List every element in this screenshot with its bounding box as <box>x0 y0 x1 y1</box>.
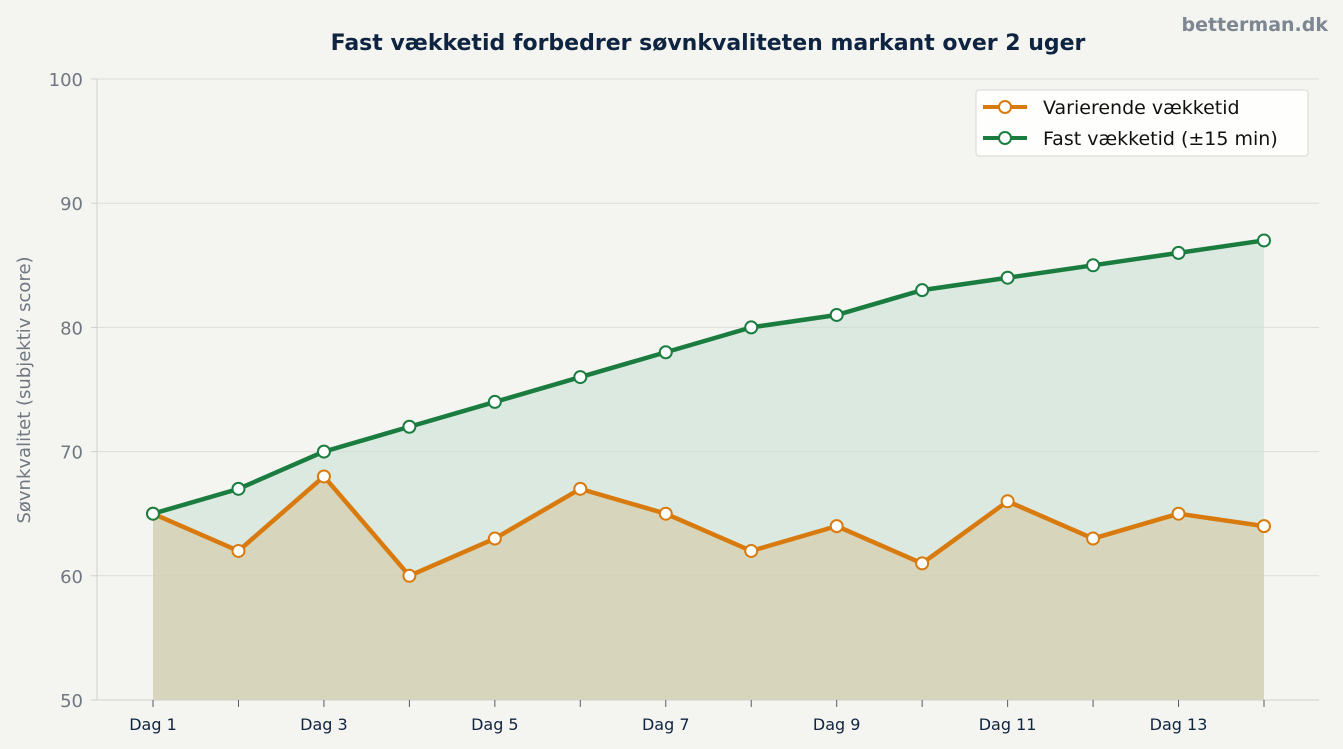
line-series-1 <box>150 474 1267 579</box>
area-layer <box>153 240 1264 700</box>
data-point-series-2 <box>1171 245 1186 260</box>
axis-layer: 50 60 70 80 90 100 Dag 1 Dag 3 Dag 5 Dag 7 Dag 9 Da… <box>49 70 1319 734</box>
data-point-series-2 <box>146 506 160 521</box>
data-point-series-2 <box>231 481 246 496</box>
data-point-series-1 <box>1000 494 1015 509</box>
data-point-series-1 <box>316 469 331 484</box>
label-layer: Fast vækketid forbedrer søvnkvaliteten m… <box>14 14 1328 524</box>
data-point-series-1 <box>1171 506 1186 521</box>
data-point-series-2 <box>1257 233 1271 248</box>
line-series-2 <box>150 238 1267 516</box>
data-point-series-2 <box>316 444 331 459</box>
data-point-series-1 <box>915 556 930 571</box>
x-tick-label: Dag 13 <box>1150 715 1208 734</box>
y-tick-label-80: 80 <box>60 318 83 339</box>
line-layer <box>150 238 1267 579</box>
data-point-series-1 <box>487 531 502 546</box>
data-point-series-1 <box>1257 519 1271 534</box>
data-point-series-2 <box>487 394 502 409</box>
y-tick-label-90: 90 <box>60 194 83 215</box>
y-tick-label-60: 60 <box>60 567 83 588</box>
watermark: betterman.dk <box>1181 14 1328 36</box>
data-point-series-1 <box>573 481 588 496</box>
legend-label-fast: Fast vækketid (±15 min) <box>1043 128 1278 150</box>
legend-marker-fast <box>998 131 1012 145</box>
y-tick-label-70: 70 <box>60 443 83 464</box>
chart-title: Fast vækketid forbedrer søvnkvaliteten m… <box>331 31 1086 56</box>
marker-layer <box>146 233 1271 583</box>
data-point-series-2 <box>1086 258 1101 273</box>
data-point-series-2 <box>658 345 673 360</box>
x-tick-label: Dag 9 <box>813 715 861 734</box>
legend-label-varierende: Varierende vækketid <box>1043 97 1240 119</box>
data-point-series-2 <box>744 320 759 335</box>
legend-marker-varierende <box>998 100 1012 114</box>
x-tick-label: Dag 1 <box>129 715 177 734</box>
data-point-series-2 <box>402 419 417 434</box>
data-point-series-1 <box>658 506 673 521</box>
legend-box <box>975 89 1309 157</box>
data-point-series-2 <box>573 370 588 385</box>
data-point-series-1 <box>744 543 759 558</box>
data-point-series-1 <box>829 519 844 534</box>
legend: Varierende vækketid Fast vækketid (±15 m… <box>975 89 1309 157</box>
y-tick-label-100: 100 <box>49 70 83 91</box>
data-point-series-1 <box>402 568 417 583</box>
data-point-series-2 <box>915 283 930 298</box>
data-point-series-1 <box>231 543 246 558</box>
y-axis-label: Søvnkvalitet (subjektiv score) <box>14 256 35 523</box>
x-tick-label: Dag 5 <box>471 715 519 734</box>
data-point-series-2 <box>829 307 844 322</box>
area-fill-series-1 <box>153 476 1264 700</box>
y-tick-label-50: 50 <box>60 691 83 712</box>
x-tick-label: Dag 3 <box>300 715 348 734</box>
data-point-series-1 <box>1086 531 1101 546</box>
x-tick-label: Dag 7 <box>642 715 690 734</box>
data-point-series-2 <box>1000 270 1015 285</box>
x-tick-label: Dag 11 <box>979 715 1037 734</box>
